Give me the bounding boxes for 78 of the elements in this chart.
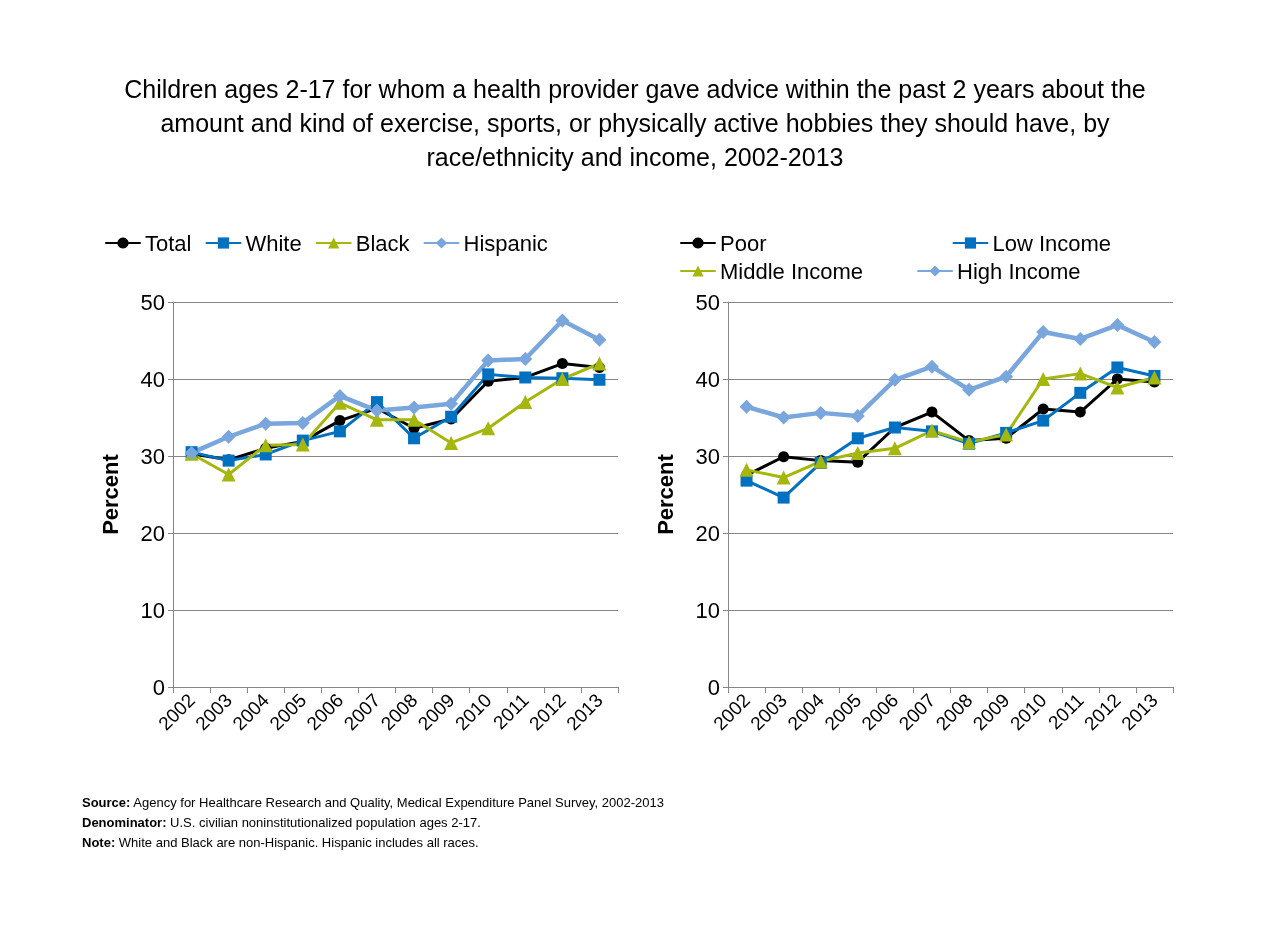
point: [1110, 380, 1125, 395]
legend-label: White: [245, 230, 302, 256]
point: [777, 491, 790, 504]
point: [739, 399, 754, 414]
point: [481, 421, 496, 436]
source-note: Source: Agency for Healthcare Research and Quality, Medical Expenditure Panel Survey, 2002-2013: [82, 794, 664, 812]
legend-label: Poor: [720, 230, 767, 256]
point: [924, 359, 939, 374]
point: [592, 332, 607, 347]
point: [1037, 414, 1050, 427]
y-axis-title: Percent: [97, 453, 123, 535]
y-tick-label: 40: [695, 366, 720, 392]
point: [593, 373, 606, 386]
legend-label: Total: [145, 230, 192, 256]
point: [258, 416, 273, 431]
text: Note: White and Black are non-Hispanic. Hispanic includes all races.: [82, 834, 480, 852]
point: [999, 369, 1014, 384]
point: [1110, 318, 1125, 333]
point: [334, 415, 346, 427]
y-tick-label: 10: [140, 597, 165, 623]
point: [850, 408, 865, 423]
point: [518, 351, 533, 366]
y-tick-label: 0: [152, 674, 165, 700]
text: Denominator: U.S. civilian noninstitutionalized population ages 2-17.: [82, 814, 482, 832]
point: [926, 406, 938, 418]
legend-label: Black: [355, 230, 411, 256]
point: [295, 437, 310, 452]
point: [850, 445, 865, 460]
point: [556, 358, 568, 370]
legend-label: Middle Income: [720, 258, 864, 284]
point: [962, 382, 977, 397]
y-tick-label: 20: [695, 520, 720, 546]
point: [592, 356, 607, 371]
point: [776, 410, 791, 425]
point: [221, 467, 236, 482]
point: [887, 441, 902, 456]
y-tick-label: 50: [140, 289, 165, 315]
chart-title: Children ages 2-17 for whom a health provider gave advice within the past 2 years about the amount and kind of exercise, sports, or physically active hobbies they should have, by race/ethnicity and income, 2002-2013: [123, 74, 1147, 173]
point: [1036, 325, 1051, 340]
point: [1111, 361, 1124, 374]
y-tick-label: 10: [695, 597, 720, 623]
point: [1073, 331, 1088, 346]
point: [332, 388, 347, 403]
point: [739, 462, 754, 477]
point: [444, 435, 459, 450]
point: [408, 432, 421, 445]
y-axis-title: Percent: [652, 453, 678, 535]
y-tick-label: 40: [140, 366, 165, 392]
point: [258, 438, 273, 453]
point: [221, 429, 236, 444]
legend-label: Low Income: [992, 230, 1112, 256]
point: [481, 353, 496, 368]
point: [444, 396, 459, 411]
y-tick-label: 30: [140, 443, 165, 469]
point: [1036, 372, 1051, 386]
point: [1074, 386, 1087, 399]
point: [776, 470, 791, 485]
point: [851, 432, 864, 445]
point: [369, 403, 384, 418]
point: [407, 412, 422, 427]
point: [813, 405, 828, 420]
point: [555, 313, 570, 328]
point: [407, 400, 422, 415]
point: [1037, 403, 1049, 415]
point: [333, 425, 346, 438]
legend-label: High Income: [957, 258, 1081, 284]
legend-label: Hispanic: [463, 230, 548, 256]
y-tick-label: 0: [707, 674, 720, 700]
y-tick-label: 30: [695, 443, 720, 469]
point: [1073, 366, 1088, 381]
point: [1074, 406, 1086, 418]
point: [778, 451, 790, 463]
point: [482, 368, 495, 381]
y-tick-label: 20: [140, 520, 165, 546]
point: [1147, 335, 1162, 350]
y-tick-label: 50: [695, 289, 720, 315]
point: [518, 395, 533, 410]
point: [887, 372, 902, 387]
